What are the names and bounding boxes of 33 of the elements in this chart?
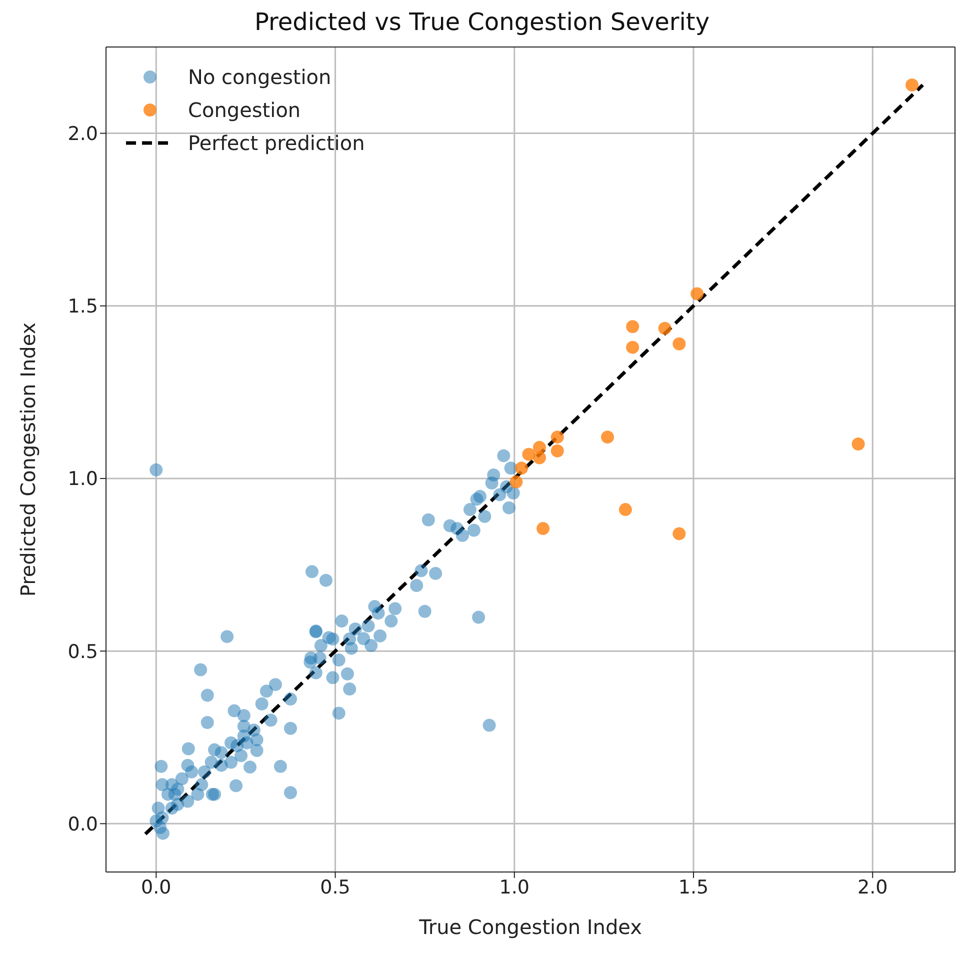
y-axis-title: Predicted Congestion Index	[16, 322, 40, 597]
chart-title: Predicted vs True Congestion Severity	[253, 8, 711, 38]
point	[906, 78, 919, 92]
point	[672, 527, 686, 540]
legend-label: Perfect prediction	[188, 130, 365, 154]
legend-label: Congestion	[188, 98, 301, 122]
x-tick-label: 1.0	[499, 876, 530, 898]
point	[532, 440, 546, 454]
x-tick-label: 1.5	[678, 876, 709, 898]
legend-label: No congestion	[188, 64, 332, 88]
point	[550, 444, 564, 458]
point	[690, 287, 704, 300]
point	[658, 322, 672, 335]
y-tick-label: 1.5	[68, 296, 98, 318]
point	[626, 340, 640, 354]
point	[852, 437, 865, 450]
y-tick-label: 2.0	[68, 123, 98, 146]
y-tick-label: 0.5	[68, 640, 98, 663]
x-tick-label: 0.5	[320, 876, 350, 898]
point	[550, 430, 564, 444]
point	[626, 320, 640, 334]
y-tick-label: 0.0	[68, 813, 98, 836]
point	[536, 522, 550, 536]
x-tick-label: 0.0	[141, 876, 172, 898]
x-axis-title: True Congestion Index	[418, 915, 642, 939]
y-tick-label: 1.0	[68, 468, 98, 490]
x-tick-label: 2.0	[858, 876, 888, 898]
point	[522, 448, 536, 461]
point	[510, 475, 523, 488]
point	[515, 462, 528, 475]
point	[601, 430, 614, 444]
point	[672, 337, 686, 350]
point	[618, 503, 632, 516]
